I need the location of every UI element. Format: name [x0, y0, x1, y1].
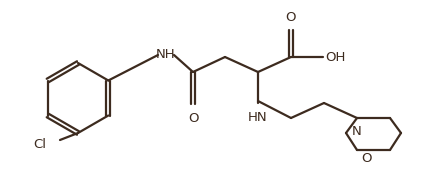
- Text: O: O: [361, 152, 371, 165]
- Text: OH: OH: [325, 50, 345, 63]
- Text: Cl: Cl: [33, 138, 46, 151]
- Text: O: O: [286, 11, 296, 24]
- Text: O: O: [188, 112, 198, 125]
- Text: HN: HN: [248, 111, 268, 124]
- Text: NH: NH: [156, 48, 176, 61]
- Text: N: N: [352, 125, 362, 138]
